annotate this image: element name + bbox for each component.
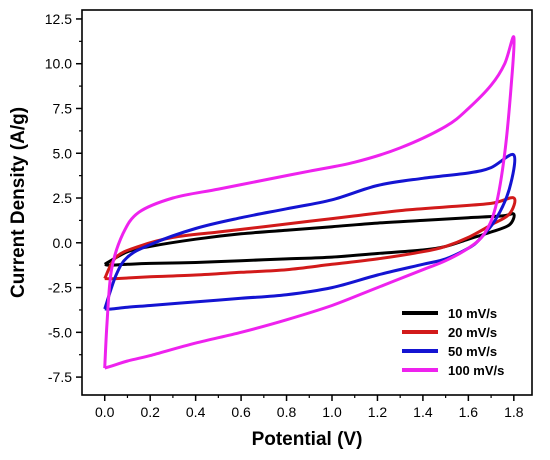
series-line-3 — [103, 35, 516, 370]
plot-frame — [81, 9, 533, 396]
legend-label-0: 10 mV/s — [448, 306, 497, 321]
legend: 10 mV/s 20 mV/s 50 mV/s 100 mV/s — [402, 306, 504, 378]
x-axis: 0.0 0.2 0.4 0.6 0.8 1.0 1.2 1.4 1.6 1.8 — [95, 395, 524, 420]
x-tick-label: 0.2 — [140, 404, 160, 420]
y-tick-label: -7.5 — [48, 369, 72, 385]
x-tick-label: 1.2 — [368, 404, 388, 420]
x-tick-label: 0.4 — [186, 404, 206, 420]
x-tick-label: 0.6 — [231, 404, 251, 420]
y-tick-label: 12.5 — [45, 11, 72, 27]
x-tick-label: 1.4 — [413, 404, 433, 420]
series-line-1 — [103, 196, 517, 281]
y-tick-label: 2.5 — [53, 190, 73, 206]
y-axis-title: Current Density (A/g) — [8, 107, 29, 298]
series-line-0 — [103, 212, 516, 267]
y-tick-label: 10.0 — [45, 56, 72, 72]
y-tick-label: -5.0 — [48, 324, 72, 340]
y-axis: 12.5 10.0 7.5 5.0 2.5 0.0 -2.5 -5.0 -7.5 — [45, 11, 82, 385]
x-axis-title: Potential (V) — [252, 429, 363, 450]
plot-area — [103, 35, 517, 370]
y-tick-label: -2.5 — [48, 280, 72, 296]
y-tick-label: 7.5 — [53, 100, 73, 116]
x-tick-label: 1.0 — [322, 404, 342, 420]
x-tick-label: 0.0 — [95, 404, 115, 420]
y-tick-label: 0.0 — [53, 235, 73, 251]
y-tick-label: 5.0 — [53, 145, 73, 161]
series-line-2 — [103, 152, 517, 311]
legend-label-3: 100 mV/s — [448, 363, 504, 378]
x-tick-label: 1.6 — [459, 404, 479, 420]
legend-label-1: 20 mV/s — [448, 325, 497, 340]
x-tick-label: 0.8 — [277, 404, 297, 420]
legend-label-2: 50 mV/s — [448, 344, 497, 359]
x-tick-label: 1.8 — [504, 404, 524, 420]
